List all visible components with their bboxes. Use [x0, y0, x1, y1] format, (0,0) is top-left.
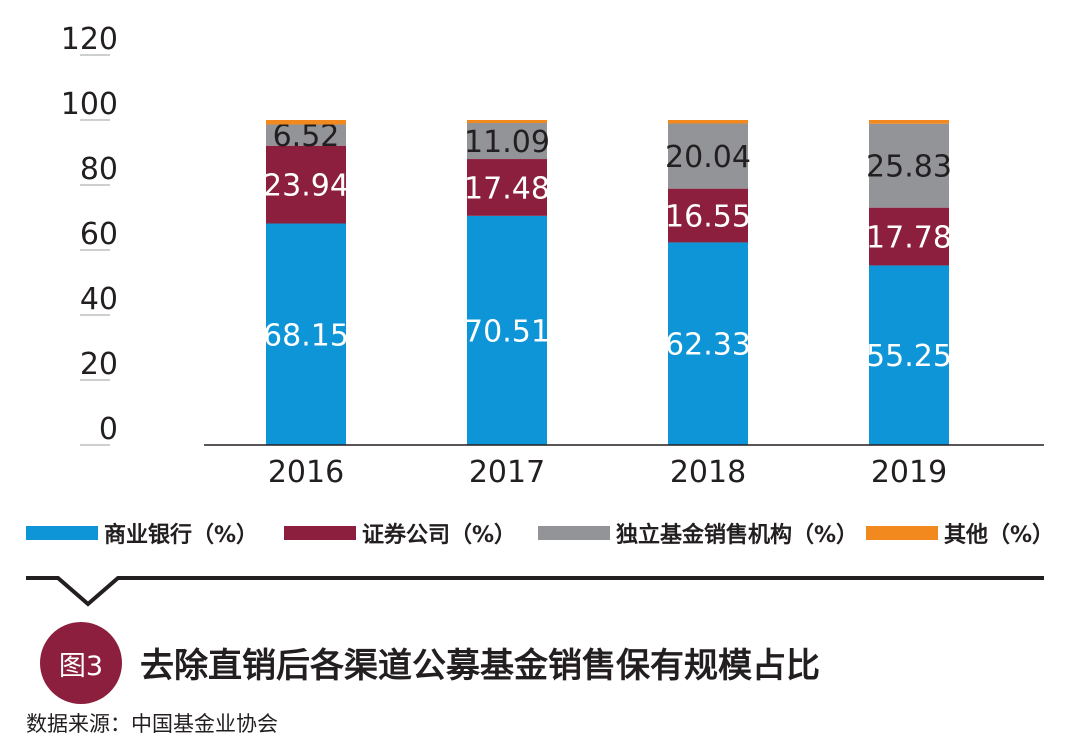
data-label: 20.04	[665, 140, 751, 175]
caption-divider	[26, 576, 1044, 607]
y-tick-label: 20	[80, 347, 118, 382]
legend-label: 其他（%）	[944, 523, 1055, 548]
bar-segment	[467, 215, 547, 445]
x-tick-label: 2016	[268, 455, 344, 490]
legend-item-independent-fund-sales: 独立基金销售机构（%）	[538, 516, 858, 550]
data-label: 11.09	[464, 125, 550, 160]
bar-segment	[467, 122, 547, 160]
legend-swatch	[866, 526, 938, 540]
bar-segment	[266, 124, 346, 146]
y-axis: 0 20 40 60 80 100 120	[61, 22, 118, 447]
data-label: 23.94	[263, 169, 349, 204]
bar-segment	[266, 120, 346, 125]
bar-segment	[668, 188, 748, 243]
bar-segment	[869, 207, 949, 266]
y-tick-label: 100	[61, 87, 118, 122]
stacked-bar-chart: 0 20 40 60 80 100 120 68.15 23.94 6.52 70.51 17.48…	[61, 22, 1044, 490]
y-tick-label: 80	[80, 152, 118, 187]
bar-segment	[668, 242, 748, 445]
x-axis: 2016 2017 2018 2019	[268, 455, 947, 490]
bar-segment	[467, 120, 547, 123]
legend-item-commercial-bank: 商业银行（%）	[26, 516, 258, 550]
data-label: 16.55	[665, 200, 751, 235]
legend-swatch	[284, 526, 356, 540]
y-tick-label: 120	[61, 22, 118, 57]
x-tick-label: 2019	[871, 455, 947, 490]
legend-label: 证券公司（%）	[362, 523, 517, 548]
legend-label: 商业银行（%）	[104, 523, 259, 548]
bar-segment	[668, 120, 748, 124]
data-label: 70.51	[464, 314, 550, 349]
data-source: 数据来源：中国基金业协会	[26, 712, 278, 736]
bars: 68.15 23.94 6.52 70.51 17.48 11.09 62.33 16.55 2…	[263, 119, 952, 445]
y-tick-label: 0	[99, 412, 118, 447]
bar-segment	[668, 123, 748, 189]
y-tick-label: 60	[80, 217, 118, 252]
bar-segment	[467, 159, 547, 216]
legend-swatch	[538, 526, 610, 540]
figure-badge: 图3	[40, 622, 122, 704]
legend: 商业银行（%） 证券公司（%） 独立基金销售机构（%） 其他（%）	[26, 516, 1056, 550]
y-tick-label: 40	[80, 282, 118, 317]
data-label: 55.25	[866, 339, 952, 374]
bar-segment	[869, 123, 949, 208]
data-label: 6.52	[273, 119, 340, 154]
x-tick-label: 2018	[670, 455, 746, 490]
x-tick-label: 2017	[469, 455, 545, 490]
bar-segment	[869, 265, 949, 445]
data-label: 17.78	[866, 221, 952, 256]
bar-segment	[869, 120, 949, 124]
legend-item-securities-company: 证券公司（%）	[284, 516, 516, 550]
legend-swatch	[26, 526, 98, 540]
legend-label: 独立基金销售机构（%）	[616, 523, 859, 548]
bar-segment	[266, 223, 346, 445]
data-label: 68.15	[263, 318, 349, 353]
data-label: 17.48	[464, 171, 550, 206]
legend-item-other: 其他（%）	[866, 516, 1054, 550]
figure-title: 去除直销后各渠道公募基金销售保有规模占比	[140, 646, 820, 686]
data-label: 25.83	[866, 150, 952, 185]
bar-segment	[266, 145, 346, 224]
data-label: 62.33	[665, 328, 751, 363]
